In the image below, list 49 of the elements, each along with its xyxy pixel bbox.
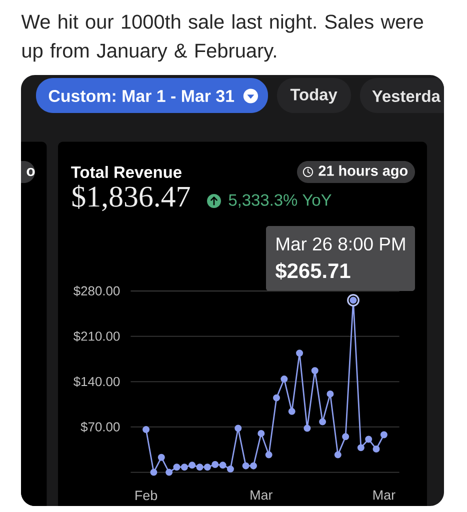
point [365,436,372,443]
text: 5,333.3% YoY [228,194,332,208]
chart-subtitle: Total Revenue [71,166,182,178]
point [173,464,180,471]
point [311,367,318,374]
point [234,424,242,432]
point [158,454,165,461]
text: $1,836.47 [72,184,190,212]
point [265,451,272,458]
text: o [26,168,35,176]
point [180,464,188,471]
point [280,376,288,383]
text: Yesterda [372,90,441,102]
point [304,424,311,432]
point [188,462,196,469]
chart-title: We hit our 1000th sale last night. Sales were up from January & February. [21,14,424,62]
text: Custom: Mar 1 - Mar 31 [48,90,234,102]
point [334,451,342,458]
point [250,462,257,470]
y-tick-label: $280.00 [74,286,120,296]
text: 21 hours ago [318,165,408,179]
point [242,462,250,470]
point [226,466,234,473]
point [204,464,211,471]
text: Today [290,88,338,104]
point [319,418,326,426]
point [296,350,304,357]
point [288,408,296,415]
text: $265.71 [275,262,350,280]
point [380,431,388,438]
text: Mar 26 8:00 PM [276,237,405,251]
x-tick-label: Mar [373,490,396,500]
x-tick-label: Feb [136,490,158,500]
point [166,468,173,476]
point [342,433,350,440]
y-tick-label: $210.00 [74,331,120,342]
x-tick-label: Mar [250,490,273,500]
point [258,430,265,437]
point [142,426,150,434]
point [212,461,219,468]
point [326,390,334,398]
point [219,462,226,469]
y-tick-label: $140.00 [74,376,120,387]
y-tick-label: $70.00 [80,422,120,432]
point [273,394,280,402]
point [372,445,380,452]
point [150,468,158,476]
point [357,444,364,452]
point [196,464,204,471]
